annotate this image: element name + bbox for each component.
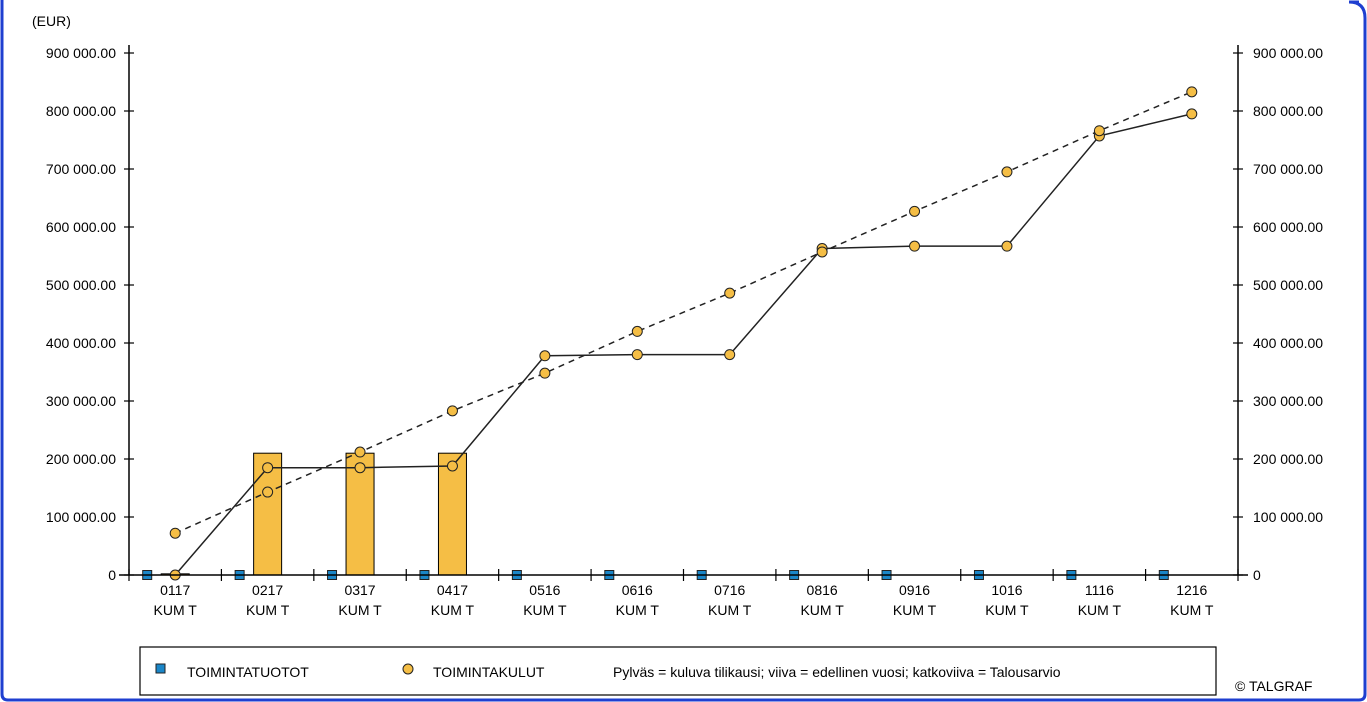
x-category-label-line2: KUM T (154, 602, 198, 618)
x-category-label-line2: KUM T (800, 602, 844, 618)
x-category-label-line2: KUM T (1078, 602, 1122, 618)
y-tick-label-right: 900 000.00 (1253, 45, 1323, 61)
marker-budget-0616 (631, 325, 643, 337)
y-tick-label-left: 300 000.00 (46, 393, 116, 409)
x-category-label-line2: KUM T (893, 602, 937, 618)
marker-budget-1116 (1093, 125, 1105, 137)
x-category-label-line1: 0317 (344, 582, 375, 598)
marker-budget-0816 (816, 246, 828, 258)
y-tick-label-left: 500 000.00 (46, 277, 116, 293)
marker-budget-0317 (354, 446, 366, 458)
y-tick-label-right: 400 000.00 (1253, 335, 1323, 351)
marker-previous-0317 (354, 462, 366, 474)
marker-budget-0417 (446, 405, 458, 417)
x-category-label-line1: 0916 (899, 582, 930, 598)
line-previous-year (174, 113, 1192, 576)
marker-budget-0217 (262, 486, 274, 498)
y-tick-label-left: 800 000.00 (46, 103, 116, 119)
y-tick-label-right: 100 000.00 (1253, 509, 1323, 525)
y-tick-label-right: 0 (1253, 567, 1261, 583)
marker-previous-0516 (539, 350, 551, 362)
x-category-label-line1: 0716 (714, 582, 745, 598)
y-tick-label-right: 500 000.00 (1253, 277, 1323, 293)
marker-previous-0716 (724, 349, 736, 361)
marker-budget-0117 (169, 527, 181, 539)
x-category-label-line1: 1116 (1085, 582, 1114, 598)
x-category-label-line1: 0616 (622, 582, 653, 598)
marker-budget-0916 (909, 205, 921, 217)
x-category-label-line2: KUM T (708, 602, 752, 618)
copyright-label: © TALGRAF (1235, 678, 1312, 694)
x-category-label-line1: 0117 (160, 582, 190, 598)
x-category-label-line1: 0217 (252, 582, 283, 598)
y-tick-label-right: 200 000.00 (1253, 451, 1323, 467)
y-tick-label-left: 700 000.00 (46, 161, 116, 177)
marker-previous-0916 (909, 240, 921, 252)
y-tick-label-right: 800 000.00 (1253, 103, 1323, 119)
bar-current-0417 (437, 452, 467, 576)
x-category-label-line2: KUM T (431, 602, 475, 618)
y-tick-label-left: 200 000.00 (46, 451, 116, 467)
x-category-label-line1: 0417 (437, 582, 468, 598)
marker-previous-0217 (262, 462, 274, 474)
y-tick-label-right: 700 000.00 (1253, 161, 1323, 177)
x-category-label-line1: 1016 (991, 582, 1022, 598)
marker-budget-1216 (1186, 86, 1198, 98)
x-category-label-line2: KUM T (338, 602, 382, 618)
legend-income-marker (155, 663, 166, 674)
x-category-label-line2: KUM T (616, 602, 660, 618)
marker-previous-1016 (1001, 240, 1013, 252)
y-tick-label-right: 600 000.00 (1253, 219, 1323, 235)
legend-income-label: TOIMINTATUOTOT (187, 664, 309, 680)
marker-budget-1016 (1001, 166, 1013, 178)
marker-previous-1216 (1186, 108, 1198, 120)
y-tick-label-left: 400 000.00 (46, 335, 116, 351)
y-tick-label-left: 100 000.00 (46, 509, 116, 525)
x-category-label-line2: KUM T (523, 602, 567, 618)
legend-expenses-marker (402, 663, 414, 675)
marker-previous-0616 (631, 349, 643, 361)
line-budget (174, 91, 1193, 534)
y-tick-label-right: 300 000.00 (1253, 393, 1323, 409)
x-category-label-line2: KUM T (985, 602, 1029, 618)
unit-label: (EUR) (32, 13, 71, 29)
x-category-label-line2: KUM T (1170, 602, 1214, 618)
y-tick-label-left: 900 000.00 (46, 45, 116, 61)
legend-note: Pylväs = kuluva tilikausi; viiva = edell… (613, 664, 1061, 680)
x-category-label-line1: 0516 (529, 582, 560, 598)
bar-current-0217 (253, 452, 283, 576)
x-category-label-line1: 1216 (1176, 582, 1207, 598)
y-tick-label-left: 0 (108, 567, 116, 583)
x-category-label-line1: 0816 (807, 582, 838, 598)
legend-expenses-label: TOIMINTAKULUT (433, 664, 545, 680)
marker-budget-0716 (724, 287, 736, 299)
marker-previous-0417 (446, 460, 458, 472)
legend-box (139, 646, 1217, 696)
marker-budget-0516 (539, 367, 551, 379)
y-tick-label-left: 600 000.00 (46, 219, 116, 235)
x-category-label-line2: KUM T (246, 602, 290, 618)
